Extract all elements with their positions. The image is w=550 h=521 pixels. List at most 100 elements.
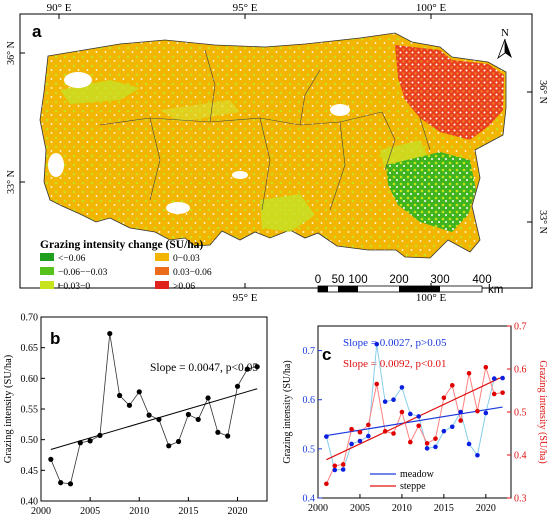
top-tick-label: 100° E (416, 2, 447, 14)
data-point-meadow (416, 414, 421, 419)
scale-tick-label: 0 (315, 274, 321, 286)
data-point-meadow (408, 411, 413, 417)
x-tick-label: 2010 (392, 503, 412, 514)
data-point-meadow (366, 433, 371, 439)
data-point (97, 432, 103, 438)
data-point-meadow (332, 467, 338, 473)
scale-unit: km (488, 284, 503, 296)
x-tick-label: 2015 (178, 506, 198, 517)
panel-letter: a (32, 22, 42, 41)
right-tick-label: 36° N (537, 80, 548, 104)
map-patch (160, 100, 240, 122)
y-axis-label: Grazing intensity (SU/ha) (3, 354, 14, 463)
data-point-steppe (391, 431, 396, 436)
scale-tick-label: 50 (332, 274, 345, 286)
data-point-meadow (458, 409, 463, 415)
legend-swatch (155, 267, 169, 275)
scale-tick-label: 400 (472, 274, 491, 286)
y-left-tick-label: 0.4 (303, 494, 316, 505)
legend-swatch (155, 253, 169, 261)
data-point-meadow (483, 410, 489, 416)
data-point-steppe (357, 429, 363, 435)
data-point-meadow (399, 385, 405, 390)
y-tick-label: 0.40 (21, 497, 39, 508)
data-point-steppe (374, 381, 380, 387)
data-point-steppe (500, 390, 505, 395)
top-tick-label: 95° E (233, 2, 258, 14)
data-point-steppe (441, 395, 447, 401)
left-tick-label: 33° N (6, 170, 17, 194)
data-point (244, 366, 250, 372)
map-void (48, 153, 64, 177)
map-void (232, 171, 248, 179)
legend-label: <−0.06 (58, 254, 86, 264)
chart-panel-c: c Slope = 0.0027, p>0.05 Slope = 0.0092,… (282, 322, 548, 515)
map-patch-increase (395, 45, 504, 140)
trend-line (50, 388, 258, 450)
x-tick-label: 2005 (350, 503, 370, 514)
data-point (166, 443, 172, 449)
y-tick-label: 0.50 (21, 435, 39, 446)
data-point-meadow (475, 452, 480, 458)
panel-letter: b (50, 329, 60, 348)
data-point-steppe (324, 481, 329, 487)
data-point-meadow (349, 441, 354, 447)
y-left-tick-label: 0.7 (303, 346, 316, 357)
y-tick-label: 0.55 (21, 405, 39, 416)
legend-label-steppe: steppe (400, 481, 426, 492)
data-point (136, 389, 142, 395)
data-point-steppe (366, 422, 371, 428)
data-point-steppe (483, 364, 489, 370)
y-right-tick-label: 0.7 (514, 322, 527, 333)
chart-panel-b: b Slope = 0.0047, p<0.05 Grazing intensi… (3, 313, 268, 517)
top-tick-label: 90° E (47, 2, 72, 14)
data-point (205, 395, 211, 401)
data-point (107, 330, 113, 337)
data-point (225, 433, 231, 439)
slope-annotation: Slope = 0.0047, p<0.05 (150, 362, 258, 374)
y-right-tick-label: 0.6 (514, 365, 527, 376)
data-point-meadow (382, 399, 388, 404)
x-tick-label: 2005 (80, 506, 100, 517)
data-point-steppe (424, 441, 430, 446)
legend-label-meadow: meadow (400, 469, 435, 480)
data-point (146, 412, 152, 418)
series-line (50, 333, 258, 485)
legend-label: >0.06 (173, 282, 195, 292)
data-point (156, 416, 162, 423)
x-tick-label: 2010 (129, 506, 149, 517)
data-point-meadow (391, 397, 396, 403)
data-point-meadow (500, 375, 505, 381)
y-axis-right-label: Grazing intensity (SU/ha) (537, 360, 548, 463)
data-point-steppe (382, 429, 388, 434)
north-arrow-icon: N (497, 27, 512, 60)
data-point-steppe (458, 418, 463, 423)
data-point-steppe (408, 439, 413, 445)
data-point-meadow (324, 434, 329, 439)
data-point (126, 402, 133, 408)
data-point-steppe (399, 409, 405, 415)
map-void (64, 72, 92, 88)
north-label: N (501, 27, 509, 39)
y-right-tick-label: 0.5 (514, 408, 527, 419)
data-point (87, 438, 93, 444)
data-point-meadow (433, 444, 438, 450)
data-point (67, 481, 74, 487)
legend-title: Grazing intensity change (SU/ha) (40, 239, 203, 251)
bottom-tick-label: 100° E (416, 292, 447, 304)
trend-line-steppe (326, 376, 503, 461)
data-point (215, 429, 221, 435)
series-line-meadow (325, 344, 503, 471)
data-point-steppe (491, 391, 497, 397)
data-point-steppe (433, 436, 438, 441)
data-point (195, 416, 201, 423)
data-point (58, 480, 64, 486)
scale-tick-label: 300 (430, 274, 449, 286)
x-tick-label: 2000 (308, 503, 328, 514)
data-point-meadow (441, 428, 447, 434)
legend-swatch (155, 281, 169, 289)
data-point-steppe (475, 408, 480, 414)
legend-label: −0.03−0 (58, 282, 90, 292)
data-point-steppe (332, 463, 338, 469)
series-line-steppe (325, 367, 503, 485)
